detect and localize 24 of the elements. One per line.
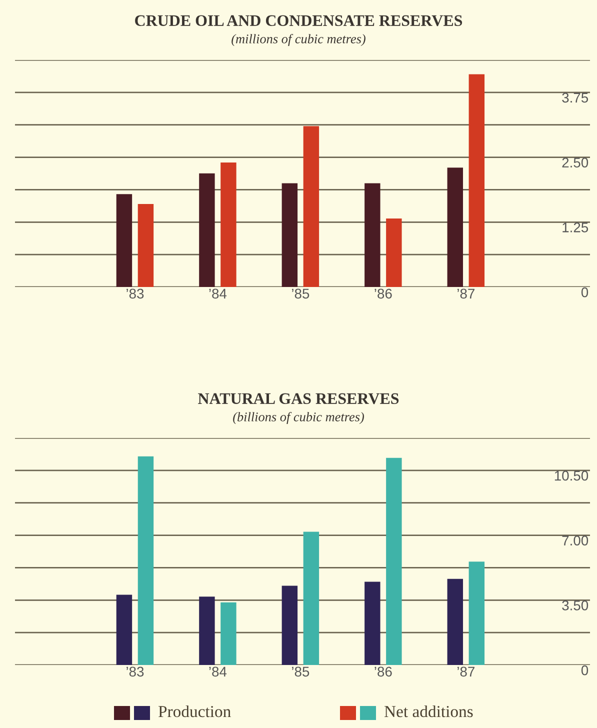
x-tick-label: ’83 (126, 288, 144, 299)
y-tick-label: 3.75 (562, 92, 588, 103)
x-tick-label: ’87 (457, 288, 474, 299)
x-tick-label: ’85 (292, 666, 310, 677)
x-tick-label: ’84 (209, 288, 227, 299)
y-tick-label: 0 (581, 287, 588, 298)
x-tick-label: ’87 (457, 666, 474, 677)
legend-label: Production (158, 705, 231, 718)
y-tick-label: 10.50 (554, 470, 588, 481)
chart-subtitle: (millions of cubic metres) (232, 34, 366, 46)
x-tick-label: ’85 (292, 288, 310, 299)
y-tick-label: 2.50 (562, 158, 588, 168)
y-tick-label: 0 (581, 665, 588, 676)
y-tick-label: 7.00 (562, 536, 588, 546)
chart-subtitle: (billions of cubic metres) (233, 412, 364, 424)
x-tick-label: ’86 (374, 288, 392, 299)
chart-title: CRUDE OIL AND CONDENSATE RESERVES (135, 15, 462, 26)
chart-title: NATURAL GAS RESERVES (198, 393, 399, 404)
x-tick-label: ’86 (374, 666, 392, 677)
y-tick-label: 1.25 (562, 222, 588, 232)
legend-label: Net additions (384, 705, 473, 718)
x-tick-label: ’84 (209, 666, 227, 677)
x-tick-label: ’83 (126, 666, 144, 677)
y-tick-label: 3.50 (562, 600, 588, 610)
